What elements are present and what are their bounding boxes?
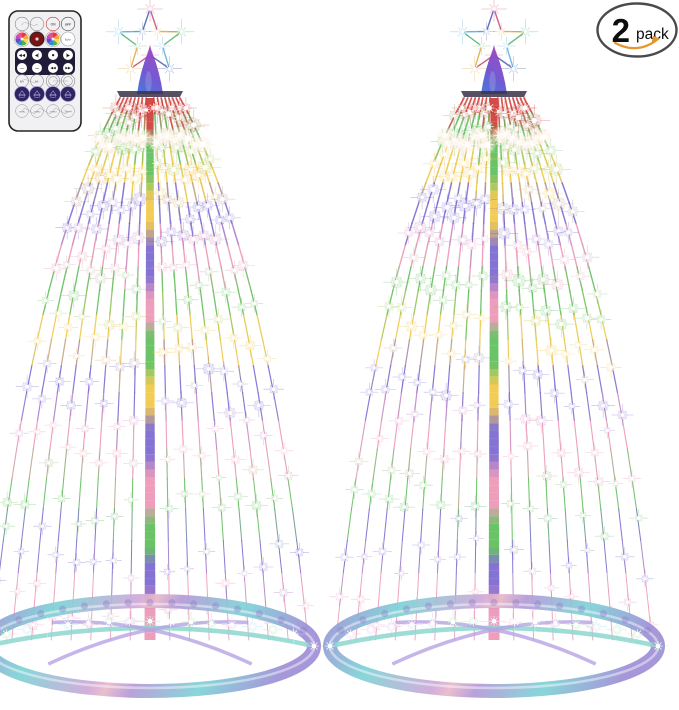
- svg-text:◀|: ◀|: [35, 53, 39, 58]
- svg-text:ON: ON: [50, 23, 56, 27]
- svg-text:▶▶: ▶▶: [65, 66, 71, 70]
- svg-text:◀◀: ◀◀: [50, 66, 56, 70]
- svg-text:☼: ☼: [21, 22, 24, 26]
- svg-text:Timer3: Timer3: [49, 112, 57, 114]
- svg-text:Flash: Flash: [20, 68, 24, 70]
- svg-text:◀◀: ◀◀: [19, 53, 26, 58]
- svg-text:Fade: Fade: [35, 68, 39, 70]
- svg-text:Timer1: Timer1: [18, 112, 26, 114]
- svg-text:Timer4: Timer4: [64, 111, 72, 114]
- svg-text:M+: M+: [20, 79, 24, 83]
- svg-text:Byte: Byte: [65, 37, 71, 41]
- svg-text:M-: M-: [35, 79, 39, 83]
- svg-text:☼: ☼: [36, 22, 39, 26]
- svg-text:OFF: OFF: [65, 23, 71, 27]
- svg-text:Timer2: Timer2: [33, 112, 41, 114]
